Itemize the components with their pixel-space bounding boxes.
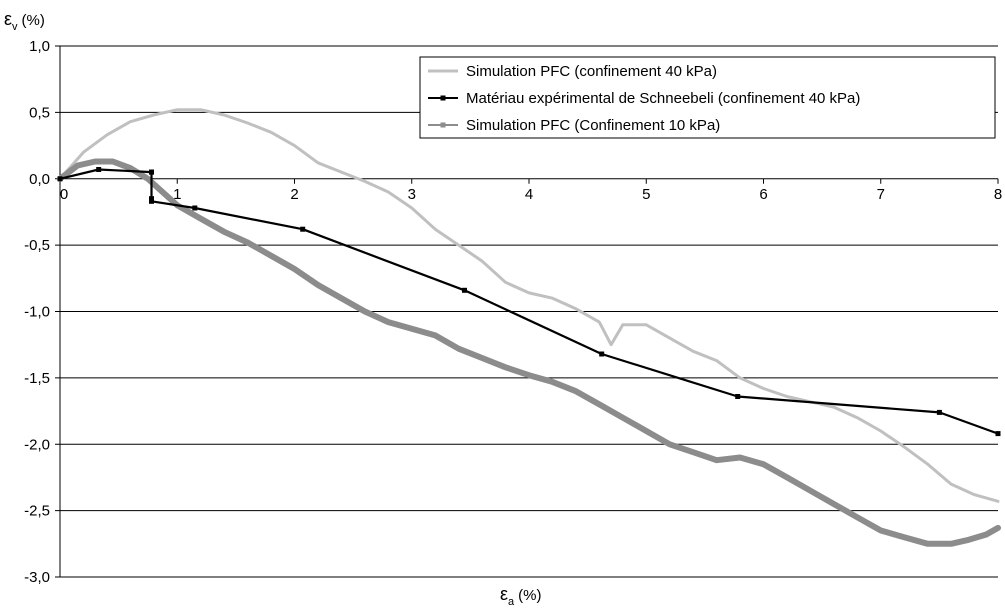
x-tick-label: 1 bbox=[173, 186, 181, 203]
y-tick-label: 0,5 bbox=[29, 104, 50, 121]
x-axis-title: εa (%) bbox=[500, 584, 541, 608]
legend-entry-2: Matériau expérimental de Schneebeli (con… bbox=[428, 90, 860, 107]
y-tick-label: 1,0 bbox=[29, 38, 50, 55]
y-tick-label: -3,0 bbox=[24, 569, 50, 586]
legend-swatch-3-marker bbox=[440, 122, 446, 128]
x-tick-label: 7 bbox=[877, 186, 885, 203]
x-tick-label: 4 bbox=[525, 186, 533, 203]
y-tick-label: -2,5 bbox=[24, 503, 50, 520]
series-2-point bbox=[149, 169, 154, 175]
series-2-point bbox=[149, 196, 154, 202]
y-tick-label: 0,0 bbox=[29, 171, 50, 188]
legend-label-2: Matériau expérimental de Schneebeli (con… bbox=[466, 90, 860, 107]
x-tick-label: 8 bbox=[994, 186, 1002, 203]
series-2-point bbox=[735, 394, 741, 399]
series-layer bbox=[57, 108, 1001, 547]
x-tick-label: 5 bbox=[642, 186, 650, 203]
series-2-point bbox=[599, 351, 605, 357]
legend-label-3: Simulation PFC (Confinement 10 kPa) bbox=[466, 117, 720, 134]
y-tick-label: -1,5 bbox=[24, 370, 50, 387]
y-tick-label: -1,0 bbox=[24, 304, 50, 321]
y-axis-symbol: ε bbox=[4, 9, 12, 29]
series-3-line bbox=[57, 158, 1001, 547]
x-tick-label: 3 bbox=[408, 186, 416, 203]
series-2-point bbox=[300, 226, 306, 232]
legend-label-1: Simulation PFC (confinement 40 kPa) bbox=[466, 63, 717, 80]
y-tick-label: -2,0 bbox=[24, 436, 50, 453]
legend: Simulation PFC (confinement 40 kPa) Maté… bbox=[419, 56, 996, 139]
series-2-point bbox=[995, 431, 1001, 437]
series-2-point bbox=[149, 198, 154, 204]
series-1-line bbox=[58, 108, 1000, 503]
x-tick-label: 6 bbox=[759, 186, 767, 203]
legend-box bbox=[419, 56, 996, 139]
series-2-point bbox=[936, 409, 942, 415]
y-tick-label: -0,5 bbox=[24, 237, 50, 254]
series-2-point bbox=[462, 287, 467, 293]
legend-entry-3: Simulation PFC (Confinement 10 kPa) bbox=[428, 117, 720, 134]
y-axis-title: εv (%) bbox=[4, 9, 45, 33]
x-axis-unit: (%) bbox=[518, 587, 541, 604]
axes-layer: 1,0 0,5 0,0 -0,5 -1,0 -1,5 -2,0 -2,5 -3,0 0 1 2 3 4 5 6… bbox=[24, 38, 1002, 586]
legend-entry-1: Simulation PFC (confinement 40 kPa) bbox=[428, 63, 717, 80]
series-2-point bbox=[57, 176, 63, 182]
y-axis-unit: (%) bbox=[22, 12, 45, 29]
series-2-point bbox=[96, 167, 102, 172]
legend-swatch-2-marker bbox=[440, 95, 446, 101]
series-2-line bbox=[58, 168, 1000, 435]
x-axis-symbol: ε bbox=[500, 584, 508, 604]
x-axis-subscript: a bbox=[508, 596, 515, 608]
x-tick-label: 0 bbox=[60, 186, 68, 203]
y-axis-subscript: v bbox=[12, 21, 18, 33]
x-tick-label: 2 bbox=[290, 186, 298, 203]
series-2-point bbox=[192, 205, 198, 211]
